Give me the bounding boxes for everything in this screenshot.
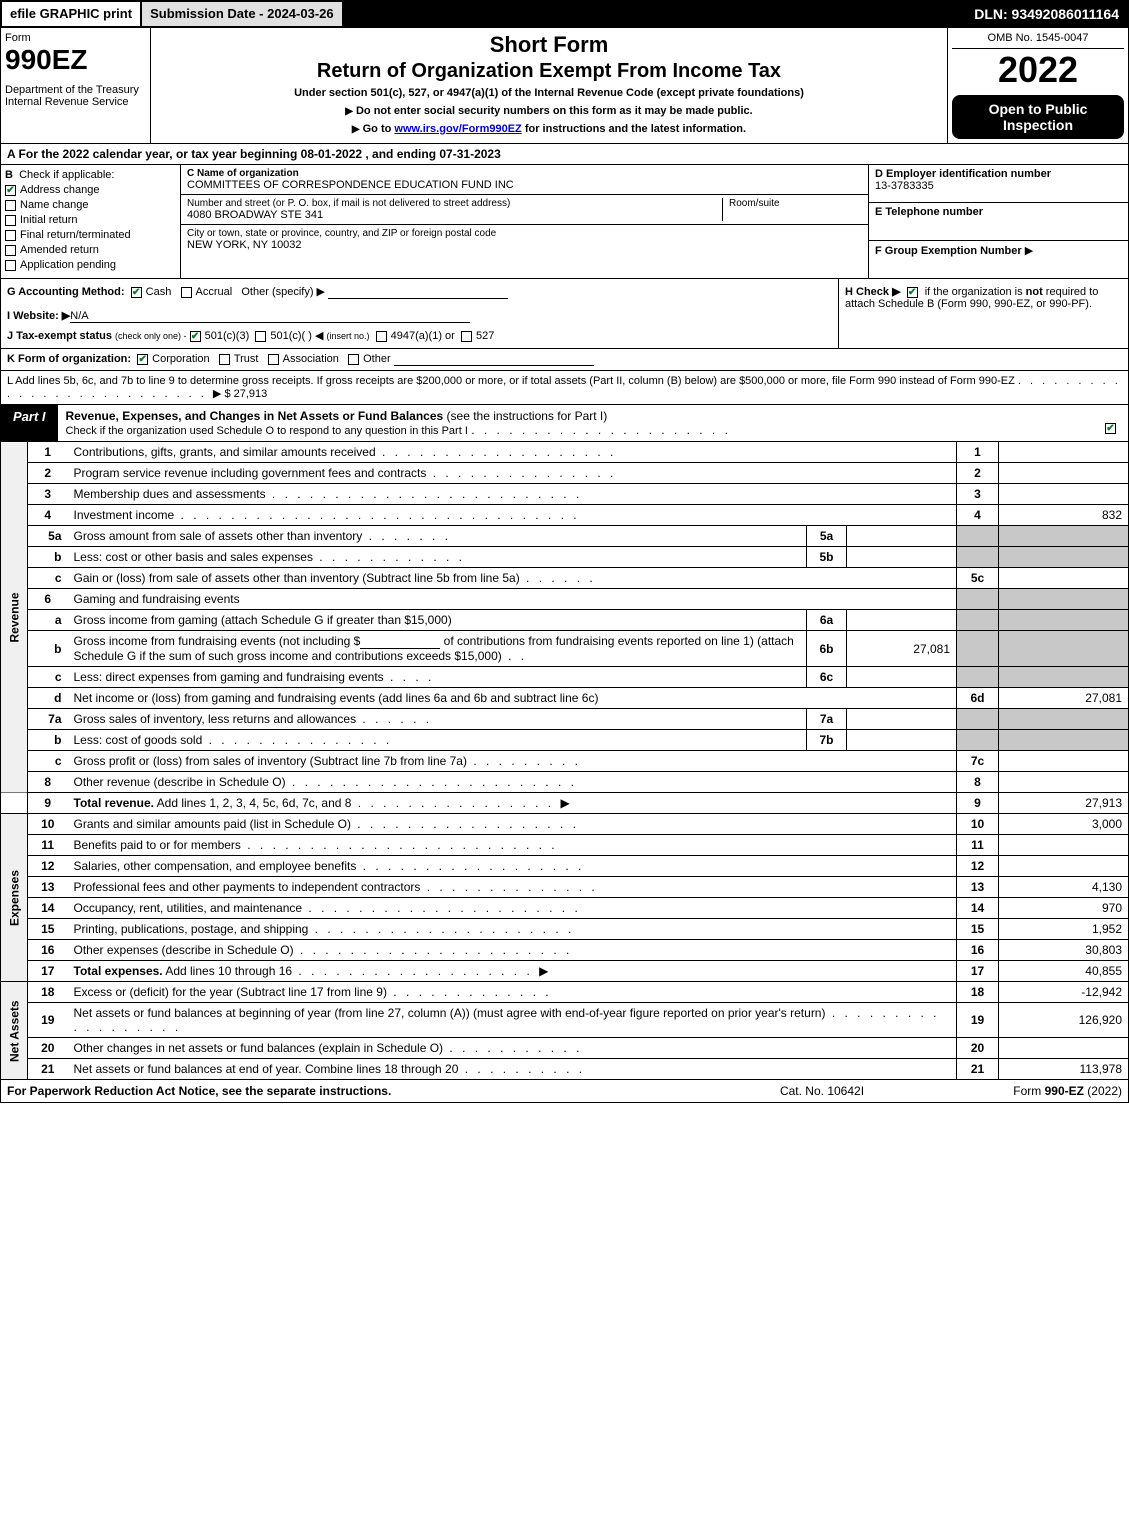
open-inspection: Open to Public Inspection [952, 95, 1124, 139]
table-row: 19Net assets or fund balances at beginni… [1, 1003, 1129, 1038]
row-gh: G Accounting Method: Cash Accrual Other … [0, 279, 1129, 349]
revenue-label: Revenue [1, 442, 28, 793]
checkbox-schedb[interactable] [907, 287, 918, 298]
checkbox-schedo[interactable] [1105, 423, 1116, 434]
checkbox-initial-return[interactable] [5, 215, 16, 226]
row-a: A For the 2022 calendar year, or tax yea… [0, 144, 1129, 165]
checkbox-pending[interactable] [5, 260, 16, 271]
expenses-label: Expenses [1, 814, 28, 982]
table-row: bLess: cost of goods sold . . . . . . . … [1, 730, 1129, 751]
table-row: Net Assets18Excess or (deficit) for the … [1, 982, 1129, 1003]
part-1-header: Part I Revenue, Expenses, and Changes in… [0, 405, 1129, 442]
form-header: Form 990EZ Department of the Treasury In… [0, 28, 1129, 144]
table-row: bLess: cost or other basis and sales exp… [1, 547, 1129, 568]
checkbox-final-return[interactable] [5, 230, 16, 241]
table-row: Revenue 1 Contributions, gifts, grants, … [1, 442, 1129, 463]
table-row: aGross income from gaming (attach Schedu… [1, 610, 1129, 631]
checkbox-corp[interactable] [137, 354, 148, 365]
table-row: 7aGross sales of inventory, less returns… [1, 709, 1129, 730]
city: NEW YORK, NY 10032 [187, 239, 862, 251]
table-row: 21Net assets or fund balances at end of … [1, 1059, 1129, 1080]
checkbox-other[interactable] [348, 354, 359, 365]
note-2: Go to www.irs.gov/Form990EZ for instruct… [155, 123, 943, 135]
table-row: 6Gaming and fundraising events [1, 589, 1129, 610]
irs-link[interactable]: www.irs.gov/Form990EZ [394, 123, 521, 135]
submission-date: Submission Date - 2024-03-26 [140, 2, 342, 26]
table-row: 17Total expenses. Add lines 10 through 1… [1, 961, 1129, 982]
gross-receipts: $ 27,913 [224, 388, 267, 400]
checkbox-address-change[interactable] [5, 185, 16, 196]
website: N/A [70, 310, 470, 323]
dln: DLN: 93492086011164 [966, 2, 1127, 26]
table-row: 16Other expenses (describe in Schedule O… [1, 940, 1129, 961]
table-row: 13Professional fees and other payments t… [1, 877, 1129, 898]
table-row: 14Occupancy, rent, utilities, and mainte… [1, 898, 1129, 919]
row-k: K Form of organization: Corporation Trus… [0, 349, 1129, 371]
table-row: 15Printing, publications, postage, and s… [1, 919, 1129, 940]
checkbox-name-change[interactable] [5, 200, 16, 211]
table-row: 5aGross amount from sale of assets other… [1, 526, 1129, 547]
table-row: dNet income or (loss) from gaming and fu… [1, 688, 1129, 709]
tax-year: 2022 [952, 49, 1124, 91]
table-row: 12Salaries, other compensation, and empl… [1, 856, 1129, 877]
checkbox-4947[interactable] [376, 331, 387, 342]
title-main: Return of Organization Exempt From Incom… [155, 60, 943, 83]
omb-number: OMB No. 1545-0047 [952, 32, 1124, 49]
checkbox-501c3[interactable] [190, 331, 201, 342]
table-row: 2Program service revenue including gover… [1, 463, 1129, 484]
table-row: 8Other revenue (describe in Schedule O) … [1, 772, 1129, 793]
checkbox-cash[interactable] [131, 287, 142, 298]
note-1: Do not enter social security numbers on … [155, 105, 943, 117]
checkbox-trust[interactable] [219, 354, 230, 365]
org-name: COMMITTEES OF CORRESPONDENCE EDUCATION F… [187, 179, 862, 191]
footer: For Paperwork Reduction Act Notice, see … [0, 1080, 1129, 1103]
table-row: 4Investment income . . . . . . . . . . .… [1, 505, 1129, 526]
table-row: 9Total revenue. Add lines 1, 2, 3, 4, 5c… [1, 793, 1129, 814]
dept-label: Department of the Treasury Internal Reve… [5, 84, 146, 108]
part-1-table: Revenue 1 Contributions, gifts, grants, … [0, 442, 1129, 1080]
row-l: L Add lines 5b, 6c, and 7b to line 9 to … [0, 371, 1129, 405]
table-row: 11Benefits paid to or for members . . . … [1, 835, 1129, 856]
table-row: bGross income from fundraising events (n… [1, 631, 1129, 667]
table-row: 20Other changes in net assets or fund ba… [1, 1038, 1129, 1059]
top-bar: efile GRAPHIC print Submission Date - 20… [0, 0, 1129, 28]
title-sub: Under section 501(c), 527, or 4947(a)(1)… [155, 87, 943, 99]
checkbox-501c[interactable] [255, 331, 266, 342]
section-bc: B Check if applicable: Address change Na… [0, 165, 1129, 279]
col-c: C Name of organization COMMITTEES OF COR… [181, 165, 868, 278]
col-d: D Employer identification number 13-3783… [868, 165, 1128, 278]
checkbox-accrual[interactable] [181, 287, 192, 298]
efile-label: efile GRAPHIC print [2, 2, 140, 26]
title-short: Short Form [155, 32, 943, 58]
table-row: cGain or (loss) from sale of assets othe… [1, 568, 1129, 589]
table-row: 3Membership dues and assessments . . . .… [1, 484, 1129, 505]
table-row: cGross profit or (loss) from sales of in… [1, 751, 1129, 772]
table-row: Expenses10Grants and similar amounts pai… [1, 814, 1129, 835]
checkbox-527[interactable] [461, 331, 472, 342]
form-label: Form [5, 32, 146, 44]
col-b: B Check if applicable: Address change Na… [1, 165, 181, 278]
table-row: cLess: direct expenses from gaming and f… [1, 667, 1129, 688]
netassets-label: Net Assets [1, 982, 28, 1080]
checkbox-assoc[interactable] [268, 354, 279, 365]
form-number: 990EZ [5, 44, 146, 76]
street: 4080 BROADWAY STE 341 [187, 209, 722, 221]
ein: 13-3783335 [875, 180, 1122, 192]
checkbox-amended[interactable] [5, 245, 16, 256]
